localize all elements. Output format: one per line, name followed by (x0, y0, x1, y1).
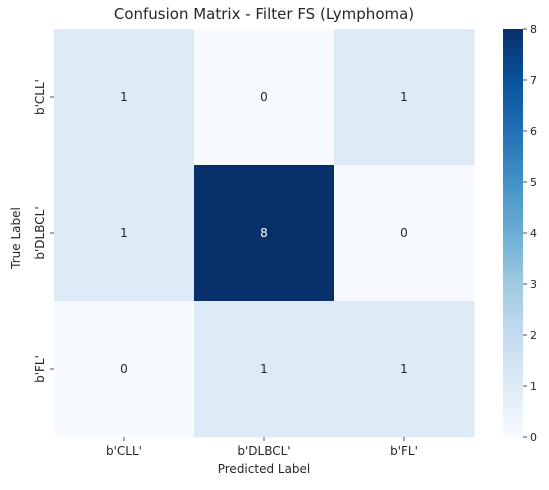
colorbar (503, 29, 523, 437)
cell-value-label: 1 (400, 362, 408, 376)
colorbar-ticks: 0 1 2 3 4 5 6 7 8 (523, 23, 537, 444)
y-axis-ticks: b'CLL' b'DLBCL' b'FL' (33, 79, 54, 383)
x-tick-label: b'FL' (390, 444, 418, 458)
cell-value-label: 1 (120, 90, 128, 104)
heatmap-cell (54, 301, 195, 438)
heatmap-cell (54, 165, 195, 302)
cell-value-label: 1 (120, 226, 128, 240)
cell-value-label: 8 (260, 226, 268, 240)
cell-value-label: 0 (400, 226, 408, 240)
y-tick-label: b'DLBCL' (33, 206, 47, 259)
y-axis-label: True Label (9, 207, 23, 270)
colorbar-tick-label: 7 (530, 74, 537, 87)
x-axis-label: Predicted Label (218, 462, 311, 476)
x-tick-label: b'CLL' (106, 444, 142, 458)
y-tick-label: b'FL' (33, 355, 47, 383)
heatmap-cells: 1 0 1 1 8 0 0 1 1 (54, 29, 475, 438)
cell-value-label: 0 (120, 362, 128, 376)
colorbar-tick-label: 5 (530, 176, 537, 189)
heatmap-cell (334, 29, 475, 166)
cell-value-label: 0 (260, 90, 268, 104)
cell-value-label: 1 (260, 362, 268, 376)
colorbar-tick-label: 2 (530, 329, 537, 342)
colorbar-tick-label: 8 (530, 23, 537, 36)
colorbar-tick-label: 4 (530, 227, 537, 240)
colorbar-tick-label: 3 (530, 278, 537, 291)
colorbar-tick-label: 0 (530, 431, 537, 444)
heatmap-cell (194, 165, 335, 302)
x-tick-label: b'DLBCL' (237, 444, 290, 458)
heatmap-cell (334, 165, 475, 302)
chart-title: Confusion Matrix - Filter FS (Lymphoma) (114, 5, 414, 23)
heatmap-cell (194, 301, 335, 438)
cell-value-label: 1 (400, 90, 408, 104)
colorbar-tick-label: 1 (530, 380, 537, 393)
x-axis-ticks: b'CLL' b'DLBCL' b'FL' (106, 437, 418, 458)
heatmap-cell (194, 29, 335, 166)
colorbar-tick-label: 6 (530, 125, 537, 138)
y-tick-label: b'CLL' (33, 79, 47, 115)
heatmap-cell (54, 29, 195, 166)
heatmap-cell (334, 301, 475, 438)
